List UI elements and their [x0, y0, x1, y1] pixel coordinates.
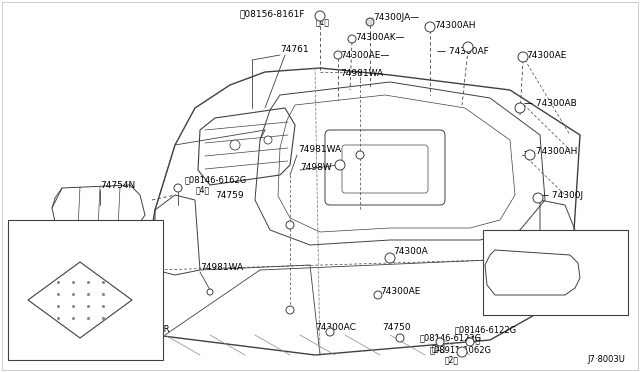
Circle shape	[533, 193, 543, 203]
Text: ⒲08146-6122G: ⒲08146-6122G	[420, 334, 482, 343]
Text: （1）: （1）	[316, 17, 330, 26]
Circle shape	[335, 160, 345, 170]
Circle shape	[385, 253, 395, 263]
Text: 74754Q: 74754Q	[535, 231, 570, 240]
Circle shape	[326, 328, 334, 336]
Circle shape	[575, 268, 583, 276]
Circle shape	[315, 11, 325, 21]
Circle shape	[356, 151, 364, 159]
Circle shape	[396, 334, 404, 342]
Text: 74300AC: 74300AC	[315, 324, 356, 333]
Circle shape	[207, 289, 213, 295]
Text: ⒲08146-6162G: ⒲08146-6162G	[22, 301, 84, 310]
Circle shape	[466, 338, 474, 346]
Text: ⒲08146-6162G: ⒲08146-6162G	[185, 176, 247, 185]
Text: 74300JA—: 74300JA—	[373, 13, 419, 22]
Circle shape	[286, 221, 294, 229]
Text: — 74300AF: — 74300AF	[437, 48, 489, 57]
Circle shape	[61, 306, 69, 314]
Text: ⒲08146-6162G: ⒲08146-6162G	[50, 244, 112, 253]
Text: 74981WA: 74981WA	[298, 145, 341, 154]
Text: 74882R: 74882R	[137, 326, 170, 334]
Text: Ⓞ08911-1062G: Ⓞ08911-1062G	[430, 346, 492, 355]
Text: 74300A: 74300A	[393, 247, 428, 257]
Text: 74300AE—: 74300AE—	[340, 51, 389, 60]
Text: — 74300AH: — 74300AH	[524, 148, 577, 157]
Text: INSULATOR-FUSIBLE: INSULATOR-FUSIBLE	[43, 228, 128, 237]
Text: 74754N: 74754N	[100, 180, 135, 189]
Text: 74300AE: 74300AE	[380, 288, 420, 296]
Text: 74759: 74759	[215, 190, 244, 199]
Text: 74300AK—: 74300AK—	[355, 33, 404, 42]
Circle shape	[366, 18, 374, 26]
Text: （4）: （4）	[196, 186, 210, 195]
Circle shape	[525, 150, 535, 160]
Text: J7·8003U: J7·8003U	[587, 356, 625, 365]
Text: 74981WA: 74981WA	[340, 68, 383, 77]
Text: 74300AE: 74300AE	[526, 51, 566, 60]
Circle shape	[515, 103, 525, 113]
Circle shape	[174, 184, 182, 192]
Text: 74761: 74761	[280, 45, 308, 55]
Text: 74981WA: 74981WA	[200, 263, 243, 273]
FancyBboxPatch shape	[8, 220, 163, 360]
Text: （2）: （2）	[445, 356, 459, 365]
Circle shape	[230, 140, 240, 150]
Text: 74300AH: 74300AH	[434, 22, 476, 31]
Circle shape	[286, 306, 294, 314]
Text: ⒲08156-8161F: ⒲08156-8161F	[239, 10, 305, 19]
Text: — 74300J: — 74300J	[540, 192, 583, 201]
Text: （2）: （2）	[65, 253, 79, 263]
Circle shape	[535, 243, 545, 253]
Circle shape	[463, 42, 473, 52]
Circle shape	[436, 338, 444, 346]
Text: 74750: 74750	[382, 324, 411, 333]
Circle shape	[264, 136, 272, 144]
FancyBboxPatch shape	[483, 230, 628, 315]
Circle shape	[425, 22, 435, 32]
Text: — 74300AB: — 74300AB	[524, 99, 577, 108]
Text: （1）: （1）	[467, 336, 481, 344]
Circle shape	[348, 35, 356, 43]
Circle shape	[457, 347, 467, 357]
Text: ⒲08146-6122G: ⒲08146-6122G	[455, 326, 517, 334]
Circle shape	[374, 291, 382, 299]
Text: （2）: （2）	[38, 311, 52, 320]
Circle shape	[334, 51, 342, 59]
Text: 7498ּW: 7498ּW	[300, 164, 332, 173]
Text: （1）: （1）	[432, 343, 446, 353]
Text: — 74500J: — 74500J	[540, 241, 583, 250]
Circle shape	[518, 52, 528, 62]
Circle shape	[61, 251, 69, 259]
